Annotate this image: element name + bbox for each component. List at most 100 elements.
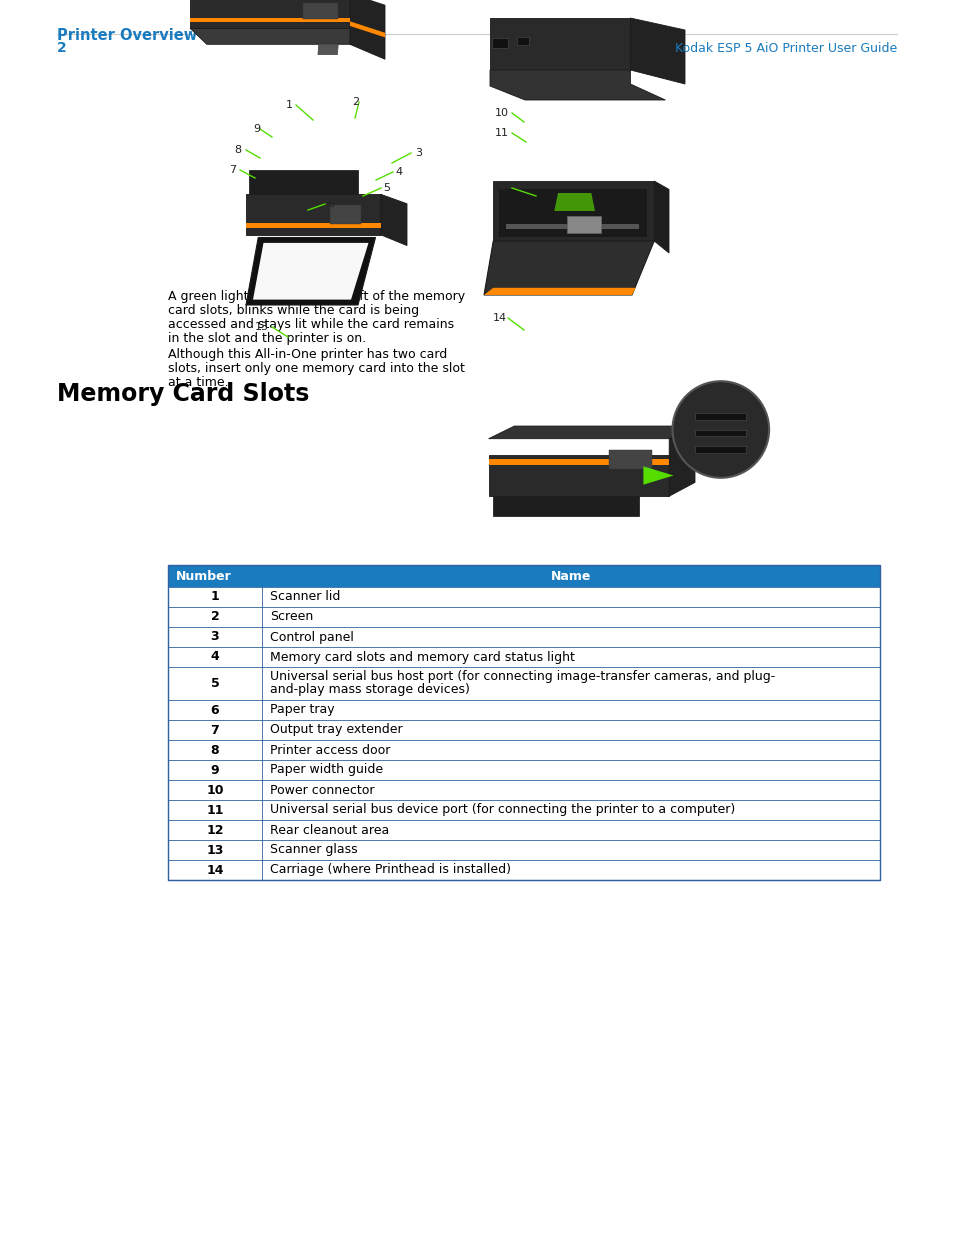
Text: 1: 1: [211, 590, 219, 604]
Text: 9: 9: [253, 124, 260, 135]
Bar: [168, 647, 879, 667]
Polygon shape: [654, 182, 668, 253]
Polygon shape: [246, 194, 380, 235]
Text: Memory card slots and memory card status light: Memory card slots and memory card status…: [270, 651, 575, 663]
Text: 9: 9: [211, 763, 219, 777]
Polygon shape: [493, 182, 654, 241]
Polygon shape: [490, 70, 664, 100]
Bar: [168, 667, 879, 700]
Text: Carriage (where Printhead is installed): Carriage (where Printhead is installed): [270, 863, 511, 877]
Text: 4: 4: [395, 167, 402, 177]
Text: Power connector: Power connector: [270, 783, 375, 797]
Bar: [695, 430, 745, 436]
Polygon shape: [350, 0, 385, 59]
Text: Name: Name: [550, 569, 591, 583]
Bar: [168, 820, 879, 840]
Polygon shape: [350, 21, 385, 37]
Text: 6: 6: [211, 704, 219, 716]
Bar: [168, 840, 879, 860]
Text: 5: 5: [211, 677, 219, 690]
Text: 2: 2: [352, 98, 358, 107]
Polygon shape: [488, 426, 695, 438]
Bar: [168, 760, 879, 781]
Polygon shape: [642, 467, 673, 484]
Text: Scanner lid: Scanner lid: [270, 590, 340, 604]
Polygon shape: [493, 496, 639, 516]
Text: Printer access door: Printer access door: [270, 743, 390, 757]
Polygon shape: [190, 17, 350, 22]
Bar: [168, 740, 879, 760]
Text: 11: 11: [206, 804, 224, 816]
Text: 7: 7: [211, 724, 219, 736]
Polygon shape: [488, 454, 668, 496]
Polygon shape: [488, 459, 668, 466]
Polygon shape: [668, 426, 695, 496]
Polygon shape: [483, 241, 654, 295]
Text: 1: 1: [286, 100, 293, 110]
Text: in the slot and the printer is on.: in the slot and the printer is on.: [168, 332, 366, 345]
Text: 8: 8: [233, 144, 241, 156]
Text: Output tray extender: Output tray extender: [270, 724, 402, 736]
Text: accessed and stays lit while the card remains: accessed and stays lit while the card re…: [168, 317, 454, 331]
Polygon shape: [250, 170, 357, 194]
Text: 7: 7: [229, 165, 236, 175]
Text: at a time.: at a time.: [168, 375, 229, 389]
Text: 14: 14: [206, 863, 224, 877]
Text: Printer Overview: Printer Overview: [57, 28, 197, 43]
Bar: [168, 587, 879, 606]
Text: 12: 12: [495, 183, 509, 193]
Text: Rear cleanout area: Rear cleanout area: [270, 824, 389, 836]
Text: slots, insert only one memory card into the slot: slots, insert only one memory card into …: [168, 362, 464, 375]
Polygon shape: [498, 189, 646, 237]
Text: 14: 14: [493, 312, 507, 324]
Polygon shape: [380, 194, 407, 246]
Bar: [492, 38, 507, 48]
Bar: [168, 627, 879, 647]
Polygon shape: [246, 222, 380, 228]
Text: 11: 11: [495, 128, 509, 138]
Text: Paper tray: Paper tray: [270, 704, 335, 716]
Bar: [168, 720, 879, 740]
Bar: [168, 860, 879, 881]
Text: Control panel: Control panel: [270, 631, 354, 643]
Polygon shape: [483, 288, 635, 295]
Bar: [168, 606, 879, 627]
Bar: [608, 451, 651, 468]
Text: 2: 2: [211, 610, 219, 624]
Text: 13: 13: [254, 322, 269, 332]
Text: Although this All-in-One printer has two card: Although this All-in-One printer has two…: [168, 348, 447, 361]
Polygon shape: [317, 44, 338, 54]
Bar: [517, 37, 529, 44]
Text: 12: 12: [206, 824, 224, 836]
Text: Universal serial bus host port (for connecting image-transfer cameras, and plug-: Universal serial bus host port (for conn…: [270, 671, 775, 683]
Polygon shape: [630, 19, 684, 84]
Bar: [168, 800, 879, 820]
Bar: [695, 446, 745, 452]
Bar: [168, 564, 879, 587]
Polygon shape: [554, 193, 595, 211]
Bar: [168, 564, 879, 881]
Text: 10: 10: [206, 783, 224, 797]
Text: 6: 6: [327, 199, 334, 209]
Bar: [168, 700, 879, 720]
Bar: [567, 216, 600, 232]
Bar: [303, 2, 338, 19]
Text: 13: 13: [206, 844, 223, 857]
Polygon shape: [253, 243, 368, 300]
Polygon shape: [326, 0, 355, 2]
Text: Screen: Screen: [270, 610, 313, 624]
Bar: [168, 781, 879, 800]
Text: and-play mass storage devices): and-play mass storage devices): [270, 683, 470, 697]
Text: Kodak ESP 5 AiO Printer User Guide: Kodak ESP 5 AiO Printer User Guide: [674, 42, 896, 54]
Text: Number: Number: [175, 569, 232, 583]
Text: Scanner glass: Scanner glass: [270, 844, 357, 857]
Bar: [330, 205, 361, 224]
Text: Universal serial bus device port (for connecting the printer to a computer): Universal serial bus device port (for co…: [270, 804, 735, 816]
Polygon shape: [490, 19, 630, 70]
Bar: [695, 414, 745, 420]
Text: 3: 3: [211, 631, 219, 643]
Text: card slots, blinks while the card is being: card slots, blinks while the card is bei…: [168, 304, 418, 317]
Polygon shape: [190, 28, 366, 44]
Text: 2: 2: [57, 41, 67, 56]
Text: 5: 5: [382, 183, 390, 193]
